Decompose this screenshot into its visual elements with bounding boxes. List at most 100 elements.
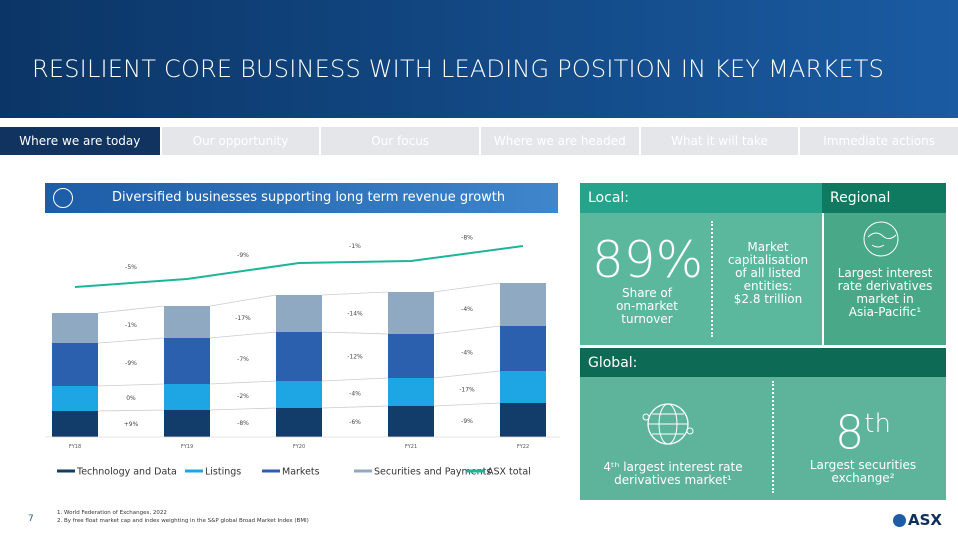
icon: [53, 188, 73, 208]
growth-label: -1%: [349, 243, 361, 250]
bar-segment: [500, 283, 546, 326]
rank-number: 8: [835, 405, 865, 460]
big-number: 89%: [592, 231, 704, 289]
connector: [97, 337, 165, 344]
growth-label: -1%: [125, 322, 137, 329]
growth-label: -17%: [235, 315, 251, 322]
globe-icon: [642, 403, 694, 445]
legend-label: ASX total: [487, 467, 531, 478]
caption-line: 4ᵗʰ largest interest rate: [603, 460, 743, 474]
bar-segment: [276, 295, 322, 332]
bar-segment: [52, 343, 98, 386]
chart: +9% -8% -6% -9% 0% -2% -4% -17% -9% -7% -12% -4% -1%…: [45, 235, 560, 478]
map-icon: [863, 221, 899, 257]
x-tick-label: FY18: [69, 444, 81, 450]
connector: [209, 380, 277, 385]
bar-segment: [276, 332, 322, 381]
bar-segment: [164, 338, 210, 384]
bar-segment: [388, 406, 434, 437]
growth-label: -6%: [349, 419, 361, 426]
connector: [321, 291, 389, 296]
growth-label: -9%: [237, 252, 249, 259]
connector: [209, 407, 277, 411]
global-tile: 4ᵗʰ largest interest rate derivatives ma…: [580, 377, 946, 500]
growth-label: -14%: [347, 310, 363, 317]
caption-line: Market: [747, 240, 789, 254]
logo-text: ASX: [908, 511, 942, 529]
legend-label: Technology and Data: [76, 467, 177, 478]
global-heading: Global:: [580, 348, 946, 377]
connector: [321, 377, 389, 382]
regional-caption: Largest interest rate derivatives market…: [824, 267, 946, 319]
x-tick-label: FY19: [181, 444, 193, 450]
growth-label: -7%: [237, 356, 249, 363]
growth-label: 0%: [126, 395, 136, 402]
growth-label: -8%: [461, 235, 473, 242]
divider: [772, 381, 774, 493]
caption-line: Largest interest: [837, 266, 933, 280]
tab[interactable]: What it will take: [640, 127, 799, 155]
caption-line: market in: [856, 292, 914, 306]
tab[interactable]: Our focus: [321, 127, 479, 155]
bar-segment: [52, 411, 98, 437]
bar-segment: [388, 378, 434, 406]
connector: [209, 294, 277, 307]
tab[interactable]: Where we are today: [0, 127, 160, 155]
rank: 8th: [780, 399, 946, 457]
bar-segment: [500, 371, 546, 403]
caption-line: of all listed: [735, 266, 801, 280]
x-tick-label: FY22: [517, 444, 529, 450]
bar-segment: [276, 408, 322, 437]
bar-segment: [164, 306, 210, 338]
bar-segment: [388, 334, 434, 378]
caption-line: on-market: [616, 299, 678, 313]
connector: [433, 325, 501, 335]
growth-label: -9%: [125, 360, 137, 367]
legend-label: Listings: [205, 467, 241, 478]
bar-segment: [52, 313, 98, 343]
caption-line: Largest securities: [809, 458, 917, 472]
local-tile: 89% Share of on-market turnover Market c…: [580, 213, 822, 345]
bar-segment: [500, 403, 546, 437]
tab[interactable]: Where we are headed: [481, 127, 639, 155]
regional-heading: Regional: [822, 183, 946, 213]
connector: [209, 331, 277, 339]
panel-title: Diversified businesses supporting long t…: [112, 190, 506, 205]
caption-line: Share of: [621, 286, 672, 300]
logo: ASX: [893, 511, 942, 529]
global-right-caption: Largest securities exchange²: [780, 459, 946, 485]
big-caption: Share of on-market turnover: [592, 287, 702, 326]
growth-label: -5%: [125, 264, 137, 271]
global-left-caption: 4ᵗʰ largest interest rate derivatives ma…: [580, 461, 766, 487]
header: RESILIENT CORE BUSINESS WITH LEADING POS…: [0, 0, 958, 118]
line-series: [74, 245, 524, 288]
page-number: 7: [28, 514, 34, 524]
growth-label: -17%: [459, 387, 475, 394]
regional-tile: Largest interest rate derivatives market…: [824, 213, 946, 345]
caption-line: turnover: [621, 312, 673, 326]
tab[interactable]: Our opportunity: [161, 127, 320, 155]
caption-line: exchange²: [831, 471, 895, 485]
bar-segment: [276, 381, 322, 408]
growth-label: +9%: [124, 421, 139, 428]
connector: [321, 405, 389, 409]
growth-label: -2%: [237, 393, 249, 400]
legend-label: Markets: [282, 467, 320, 478]
panel-title-bar: Diversified businesses supporting long t…: [45, 183, 558, 213]
footnotes: 1. World Federation of Exchanges, 2022 2…: [57, 509, 309, 525]
tab[interactable]: Immediate actions: [800, 127, 958, 155]
caption-line: derivatives market¹: [614, 473, 732, 487]
connector: [433, 402, 501, 407]
growth-label: -4%: [461, 306, 473, 313]
bar-segment: [500, 326, 546, 371]
stat-caption: Market capitalisation of all listed enti…: [714, 241, 822, 306]
growth-label: -4%: [349, 390, 361, 397]
divider: [711, 221, 713, 337]
growth-label: -8%: [237, 420, 249, 427]
bar-segment: [164, 410, 210, 437]
growth-label: -9%: [461, 418, 473, 425]
footnote: 1. World Federation of Exchanges, 2022: [57, 510, 167, 516]
caption-line: $2.8 trillion: [733, 292, 803, 306]
x-tick-label: FY20: [293, 444, 305, 450]
